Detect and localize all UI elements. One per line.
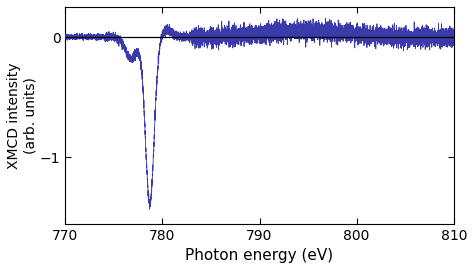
Y-axis label: XMCD intensity
(arb. units): XMCD intensity (arb. units): [7, 62, 37, 168]
X-axis label: Photon energy (eV): Photon energy (eV): [185, 248, 334, 263]
